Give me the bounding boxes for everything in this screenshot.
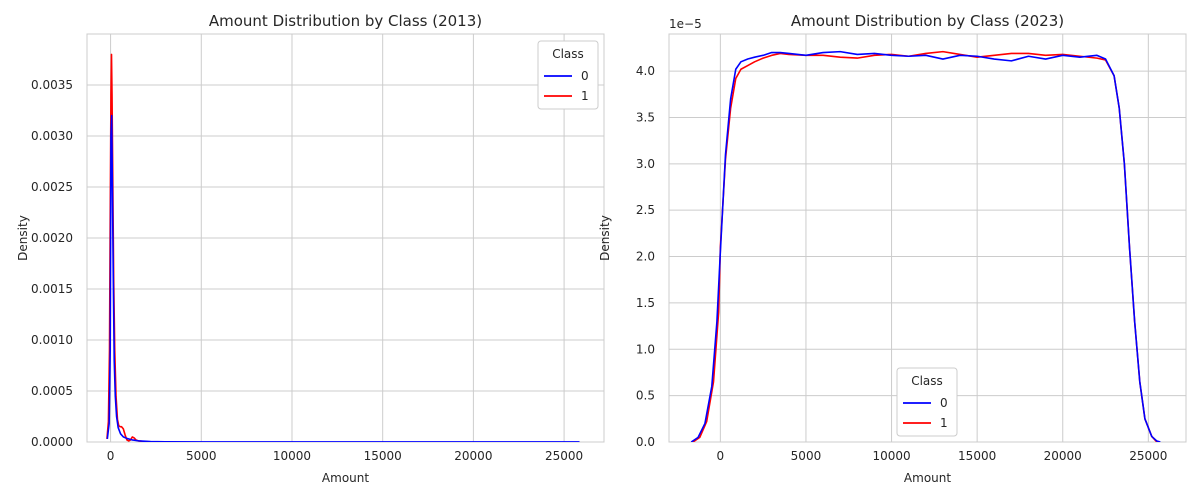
y-tick-label: 2.5 [636, 203, 655, 217]
y-tick-label: 0.0015 [31, 282, 73, 296]
plot-frame [668, 33, 1187, 443]
y-tick-label: 3.0 [636, 157, 655, 171]
x-tick-label: 25000 [1129, 449, 1167, 463]
y-axis-label: Density [16, 215, 30, 261]
chart-title: Amount Distribution by Class (2013) [209, 12, 482, 30]
y-tick-label: 0.0020 [31, 231, 73, 245]
x-tick-label: 0 [107, 449, 115, 463]
legend-box [896, 367, 958, 437]
x-axis-label: Amount [904, 471, 951, 485]
series-line-class-0 [690, 50, 1161, 442]
x-axis-label: Amount [322, 471, 369, 485]
y-axis-label: Density [598, 215, 612, 261]
y-tick-label: 0.0030 [31, 129, 73, 143]
chart-2013: 0 5000 10000 15000 20000 25000 0.0000 0.0005 0.0… [16, 12, 605, 485]
x-tick-label: 20000 [1044, 449, 1082, 463]
legend-title: Class [911, 374, 943, 388]
x-tick-label: 0 [717, 449, 725, 463]
x-tick-label: 20000 [454, 449, 492, 463]
y-tick-label: 0.5 [636, 389, 655, 403]
x-tick-label: 5000 [186, 449, 217, 463]
legend-label-class-1: 1 [581, 89, 589, 103]
chart-title: Amount Distribution by Class (2023) [791, 12, 1064, 30]
x-tick-label: 5000 [791, 449, 822, 463]
y-offset-label: 1e−5 [669, 17, 702, 31]
y-tick-label: 0.0025 [31, 180, 73, 194]
legend: Class 0 1 [896, 367, 958, 437]
y-tick-label: 0.0005 [31, 384, 73, 398]
legend-label-class-1: 1 [940, 416, 948, 430]
x-tick-label: 15000 [364, 449, 402, 463]
y-tick-label: 2.0 [636, 250, 655, 264]
y-tick-label: 1.5 [636, 296, 655, 310]
y-tick-label: 3.5 [636, 110, 655, 124]
series-line-class-0 [106, 114, 580, 442]
x-tick-label: 25000 [545, 449, 583, 463]
legend-box [537, 40, 599, 110]
legend-label-class-0: 0 [581, 69, 589, 83]
legend-label-class-0: 0 [940, 396, 948, 410]
series-line-class-1 [106, 53, 155, 442]
x-tick-label: 10000 [872, 449, 910, 463]
legend-title: Class [552, 47, 584, 61]
x-tick-label: 10000 [273, 449, 311, 463]
legend: Class 0 1 [537, 40, 599, 110]
chart-2023: 0 5000 10000 15000 20000 25000 0.0 0.5 1.0 1.5 2.0… [598, 12, 1187, 485]
y-tick-label: 1.0 [636, 342, 655, 356]
x-tick-label: 15000 [958, 449, 996, 463]
y-tick-label: 0.0035 [31, 78, 73, 92]
y-tick-label: 4.0 [636, 64, 655, 78]
y-tick-label: 0.0 [636, 435, 655, 449]
y-tick-label: 0.0000 [31, 435, 73, 449]
y-tick-label: 0.0010 [31, 333, 73, 347]
